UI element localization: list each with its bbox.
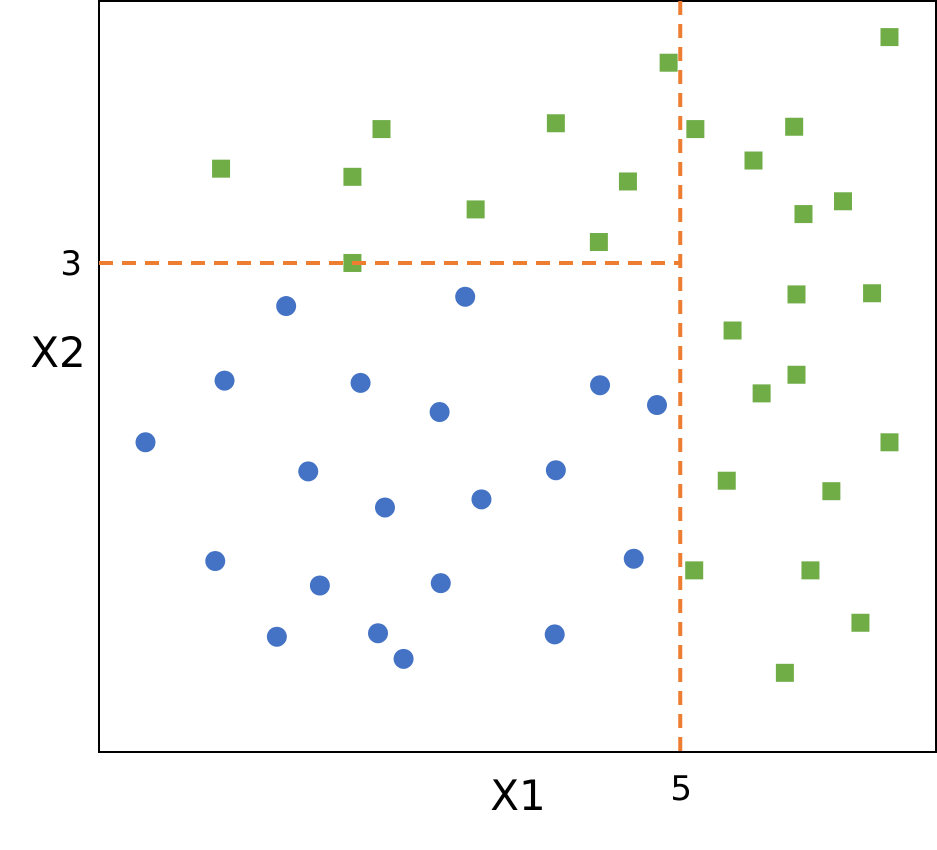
data-point-square	[851, 613, 870, 632]
data-point-square	[787, 365, 806, 384]
data-point-square	[618, 172, 637, 191]
x-tick-label: 5	[670, 769, 692, 809]
marks-layer	[135, 28, 899, 682]
y-axis-label: X2	[30, 328, 86, 377]
data-point-square	[880, 28, 899, 47]
data-point-circle	[276, 296, 297, 317]
data-point-circle	[214, 370, 235, 391]
data-point-circle	[266, 626, 287, 647]
data-point-circle	[430, 573, 451, 594]
data-point-circle	[309, 575, 330, 596]
data-point-square	[744, 151, 763, 170]
data-point-square	[212, 159, 231, 178]
data-point-square	[723, 321, 742, 340]
data-point-circle	[545, 460, 566, 481]
data-point-circle	[350, 372, 371, 393]
data-point-square	[685, 561, 704, 580]
data-point-square	[785, 117, 804, 136]
data-point-square	[717, 471, 736, 490]
data-point-square	[801, 561, 820, 580]
data-point-square	[775, 663, 794, 682]
data-point-square	[372, 120, 391, 139]
data-point-square	[589, 233, 608, 252]
data-point-square	[546, 114, 565, 133]
data-point-circle	[471, 489, 492, 510]
data-point-circle	[298, 461, 319, 482]
plot-frame	[98, 0, 937, 753]
data-point-circle	[647, 395, 667, 416]
x-axis-label: X1	[490, 771, 546, 820]
data-point-circle	[429, 402, 450, 423]
data-point-circle	[368, 623, 388, 644]
data-point-square	[822, 482, 841, 501]
data-point-square	[466, 200, 485, 219]
data-point-circle	[544, 624, 565, 645]
data-point-square	[834, 192, 852, 211]
data-point-circle	[623, 548, 644, 569]
data-point-square	[752, 384, 771, 403]
y-tick-label: 3	[60, 244, 82, 284]
data-point-square	[686, 120, 705, 139]
data-point-square	[787, 285, 806, 304]
data-point-circle	[205, 551, 226, 572]
data-point-square	[794, 205, 813, 224]
data-point-circle	[455, 286, 476, 307]
data-point-circle	[393, 648, 414, 669]
data-point-square	[659, 53, 678, 72]
data-point-square	[880, 433, 899, 452]
data-point-circle	[374, 497, 395, 518]
data-point-square	[863, 284, 882, 303]
data-point-circle	[135, 432, 156, 453]
data-point-circle	[590, 375, 611, 396]
data-point-square	[343, 167, 362, 186]
